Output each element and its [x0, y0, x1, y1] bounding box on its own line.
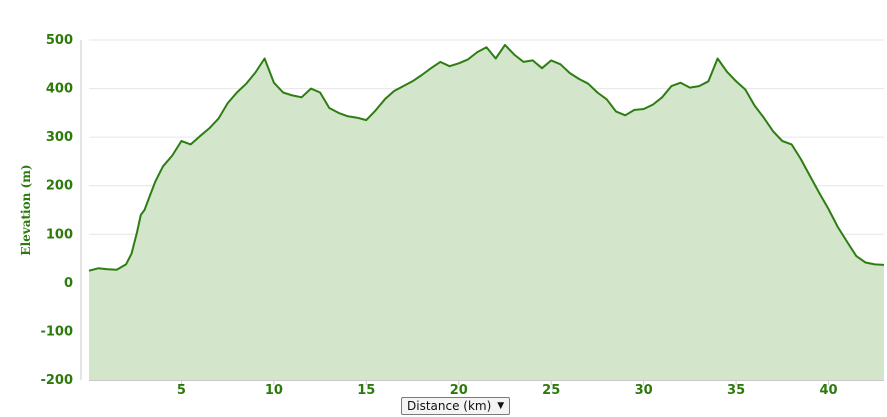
y-tick-label: -200 [40, 373, 73, 388]
y-tick-label: -100 [40, 324, 73, 339]
y-tick-labels: -200 -100 0 100 200 300 400 500 [40, 33, 73, 388]
y-tick-label: 0 [64, 276, 73, 291]
x-tick-label: 40 [819, 383, 837, 398]
axes [80, 40, 884, 385]
y-tick-label: 100 [46, 227, 73, 242]
dropdown-arrow-icon: ▼ [497, 400, 505, 411]
x-tick-label: 25 [542, 383, 560, 398]
y-tick-label: 500 [46, 33, 73, 48]
x-tick-label: 10 [265, 383, 283, 398]
x-tick-label: 35 [727, 383, 745, 398]
y-tick-label: 400 [46, 82, 73, 97]
x-tick-labels: 5 10 15 20 25 30 35 40 [177, 383, 838, 398]
y-axis-title: Elevation (m) [19, 164, 33, 255]
elevation-line [88, 43, 885, 272]
x-tick-label: 30 [635, 383, 653, 398]
x-tick-label: 5 [177, 383, 186, 398]
y-tick-label: 200 [46, 179, 73, 194]
x-tick-label: 15 [357, 383, 375, 398]
x-tick-label: 20 [450, 383, 468, 398]
series-layer [88, 43, 885, 381]
elevation-area [89, 44, 884, 381]
y-tick-label: 300 [46, 130, 73, 145]
x-axis-unit-select[interactable]: Distance (km) ▼ [401, 397, 511, 415]
x-axis-unit-label: Distance (km) [407, 399, 492, 413]
